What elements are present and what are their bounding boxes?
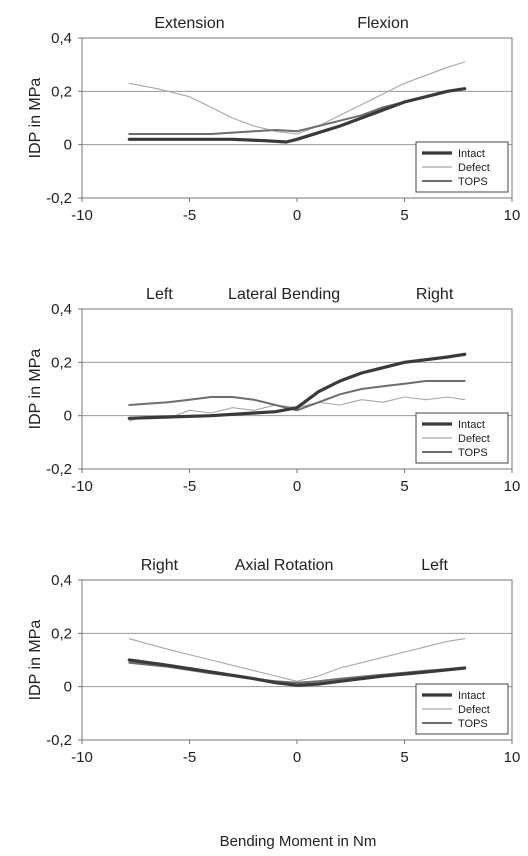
y-tick-label: 0,2 bbox=[51, 354, 72, 371]
x-tick-label: 5 bbox=[400, 749, 408, 766]
x-tick-label: -5 bbox=[183, 749, 196, 766]
legend-entry: TOPS bbox=[458, 176, 488, 188]
y-tick-label: -0,2 bbox=[46, 461, 72, 478]
legend: Intact Defect TOPS bbox=[415, 683, 509, 735]
panel-label: Right bbox=[416, 286, 454, 303]
legend-entry: Intact bbox=[458, 148, 485, 160]
x-tick-label: -5 bbox=[183, 207, 196, 224]
legend-entry: TOPS bbox=[458, 447, 488, 459]
x-tick-label: 10 bbox=[504, 478, 521, 495]
series-line-tops bbox=[128, 87, 466, 135]
x-tick-label: -10 bbox=[71, 749, 93, 766]
panel-label: Extension bbox=[154, 15, 224, 32]
legend-entry: Defect bbox=[458, 704, 490, 716]
legend-entry: Intact bbox=[458, 690, 485, 702]
legend-entry: Intact bbox=[458, 419, 485, 431]
series-line-intact bbox=[127, 658, 467, 687]
x-tick-label: 5 bbox=[400, 478, 408, 495]
y-tick-label: 0,4 bbox=[51, 301, 72, 318]
panel-label: Right bbox=[141, 557, 179, 574]
y-axis-label: IDP in MPa bbox=[27, 349, 44, 430]
legend: Intact Defect TOPS bbox=[415, 141, 509, 193]
series-line-defect bbox=[128, 638, 466, 682]
series-line-intact bbox=[127, 87, 467, 144]
x-tick-label: -10 bbox=[71, 478, 93, 495]
legend: Intact Defect TOPS bbox=[415, 412, 509, 464]
series-line-intact bbox=[127, 352, 467, 420]
legend-entry: Defect bbox=[458, 433, 490, 445]
legend-entry: TOPS bbox=[458, 718, 488, 730]
chart-panel-1: -0,2 0 0,2 0,4 -10 -5 0 5 10 IDP in MPa Extension F… bbox=[27, 15, 520, 224]
y-tick-label: 0 bbox=[64, 137, 72, 154]
x-tick-label: 10 bbox=[504, 749, 521, 766]
x-tick-label: 0 bbox=[293, 207, 301, 224]
series-line-tops bbox=[128, 380, 466, 412]
chart-panel-2: -0,2 0 0,2 0,4 -10 -5 0 5 10 IDP in MPa Left Latera… bbox=[27, 286, 520, 495]
chart-panel-3: -0,2 0 0,2 0,4 -10 -5 0 5 10 IDP in MPa Right Axial… bbox=[27, 557, 520, 766]
panel-label: Left bbox=[421, 557, 448, 574]
y-tick-label: -0,2 bbox=[46, 732, 72, 749]
y-tick-label: 0,2 bbox=[51, 83, 72, 100]
x-tick-label: -5 bbox=[183, 478, 196, 495]
y-tick-label: 0 bbox=[64, 408, 72, 425]
panel-label: Flexion bbox=[357, 15, 409, 32]
y-tick-label: -0,2 bbox=[46, 190, 72, 207]
panel-label: Axial Rotation bbox=[235, 557, 334, 574]
y-axis-label: IDP in MPa bbox=[27, 78, 44, 159]
y-tick-label: 0,4 bbox=[51, 30, 72, 47]
y-axis-label: IDP in MPa bbox=[27, 620, 44, 701]
x-tick-label: 0 bbox=[293, 478, 301, 495]
x-tick-label: -10 bbox=[71, 207, 93, 224]
y-tick-label: 0,4 bbox=[51, 572, 72, 589]
y-tick-label: 0,2 bbox=[51, 625, 72, 642]
x-axis-label: Bending Moment in Nm bbox=[220, 833, 377, 850]
y-tick-label: 0 bbox=[64, 679, 72, 696]
x-tick-label: 10 bbox=[504, 207, 521, 224]
panel-label: Left bbox=[146, 286, 173, 303]
x-tick-label: 0 bbox=[293, 749, 301, 766]
legend-entry: Defect bbox=[458, 162, 490, 174]
x-tick-label: 5 bbox=[400, 207, 408, 224]
panel-label: Lateral Bending bbox=[228, 286, 340, 303]
series-line-defect bbox=[128, 61, 466, 135]
